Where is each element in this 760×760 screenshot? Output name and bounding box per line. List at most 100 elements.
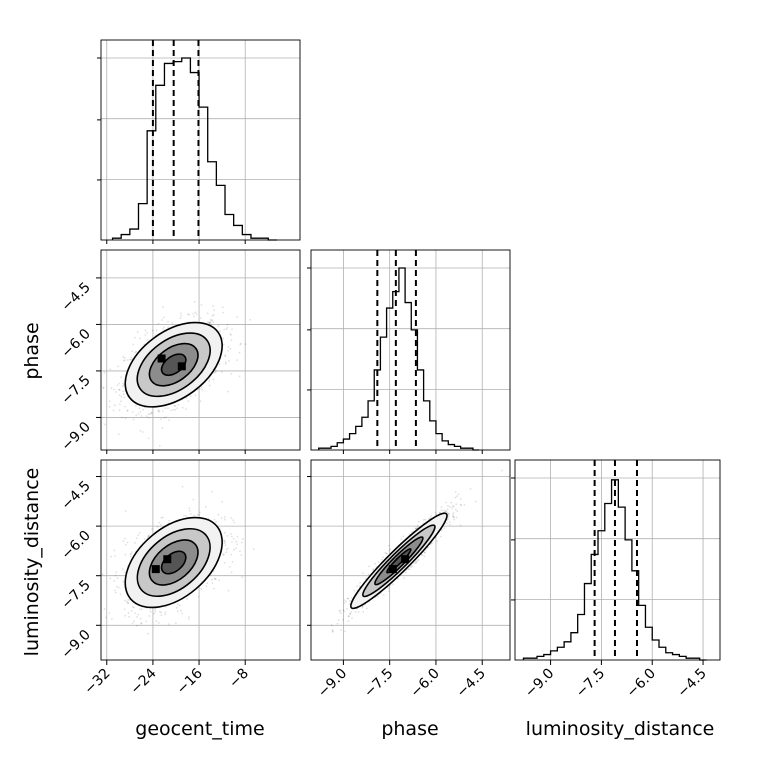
scatter-point [122, 390, 124, 393]
scatter-point [103, 371, 106, 374]
scatter-point [174, 408, 177, 411]
scatter-point [221, 371, 223, 373]
scatter-point [118, 409, 121, 411]
scatter-point [239, 550, 241, 553]
scatter-point [187, 313, 190, 316]
scatter-point [130, 356, 133, 359]
scatter-point [339, 612, 342, 615]
scatter-point [222, 311, 225, 314]
scatter-point [501, 469, 503, 472]
scatter-point [402, 577, 405, 579]
scatter-point [122, 359, 125, 362]
scatter-point [200, 588, 203, 590]
scatter-point [151, 528, 154, 530]
scatter-point [158, 521, 161, 524]
scatter-point [205, 505, 207, 508]
scatter-point [158, 622, 160, 624]
scatter-point [123, 608, 126, 611]
scatter-point [417, 558, 420, 561]
scatter-point [342, 618, 344, 621]
scatter-point [140, 622, 142, 625]
scatter-point [231, 535, 233, 538]
scatter-point [146, 339, 149, 341]
scatter-point [417, 559, 419, 562]
scatter-point [331, 631, 334, 633]
scatter-point [212, 305, 215, 307]
scatter-point [162, 328, 164, 330]
x-axis-label-luminosity-distance: luminosity_distance [526, 718, 715, 740]
scatter-point [186, 598, 189, 600]
scatter-point [454, 491, 457, 493]
scatter-point [122, 382, 125, 385]
scatter-point [337, 619, 340, 621]
scatter-point [136, 330, 139, 333]
scatter-point [350, 597, 353, 599]
scatter-point [181, 406, 184, 409]
scatter-point [231, 540, 233, 543]
scatter-point [223, 516, 226, 519]
scatter-point [103, 608, 106, 610]
scatter-point [447, 512, 450, 515]
scatter-point [158, 409, 160, 412]
scatter-point [164, 611, 167, 614]
scatter-point [239, 343, 242, 346]
scatter-point [144, 334, 147, 336]
scatter-point [463, 504, 466, 506]
scatter-point [340, 629, 342, 631]
scatter-point [180, 314, 183, 317]
scatter-point [131, 622, 134, 625]
scatter-point [102, 387, 104, 389]
scatter-point [165, 416, 168, 418]
scatter-point [188, 507, 191, 509]
scatter-point [349, 612, 351, 615]
scatter-point [343, 602, 346, 604]
scatter-point [331, 629, 334, 631]
scatter-point [415, 561, 417, 563]
scatter-point [213, 577, 216, 580]
scatter-point [211, 319, 214, 322]
scatter-point [160, 611, 163, 614]
scatter-point [161, 427, 164, 430]
density-peak-geocent_time-vs-luminosity_distance-1 [163, 555, 172, 564]
scatter-point [213, 587, 216, 590]
scatter-point [213, 313, 215, 316]
scatter-point [161, 319, 164, 321]
scatter-point [131, 411, 134, 413]
scatter-point [185, 397, 188, 399]
scatter-point [114, 391, 117, 393]
scatter-point [453, 518, 455, 521]
scatter-point [416, 524, 419, 527]
scatter-point [227, 346, 230, 348]
scatter-point [222, 553, 225, 556]
scatter-point [160, 516, 163, 519]
scatter-point [409, 566, 412, 569]
scatter-point [168, 623, 170, 625]
scatter-point [124, 359, 126, 362]
scatter-point [208, 380, 211, 383]
scatter-point [381, 558, 383, 561]
scatter-point [214, 371, 217, 374]
scatter-point [348, 603, 351, 606]
scatter-point [122, 580, 125, 583]
scatter-point [120, 400, 122, 403]
scatter-point [157, 322, 160, 325]
scatter-point [224, 355, 227, 358]
joint-panel-geocent_time-vs-phase [101, 300, 252, 447]
scatter-point [217, 325, 220, 328]
scatter-point [137, 534, 140, 537]
scatter-point [157, 409, 160, 412]
scatter-point [108, 400, 111, 402]
scatter-point [448, 506, 451, 508]
scatter-point [231, 561, 234, 563]
scatter-point [134, 405, 137, 407]
scatter-point [214, 578, 217, 580]
scatter-point [180, 312, 182, 315]
scatter-point [142, 408, 145, 411]
scatter-point [218, 363, 221, 366]
scatter-point [230, 517, 233, 519]
scatter-point [252, 548, 255, 551]
scatter-point [218, 579, 221, 581]
x-axis-label-geocent-time: geocent_time [135, 718, 264, 740]
scatter-point [150, 412, 153, 415]
